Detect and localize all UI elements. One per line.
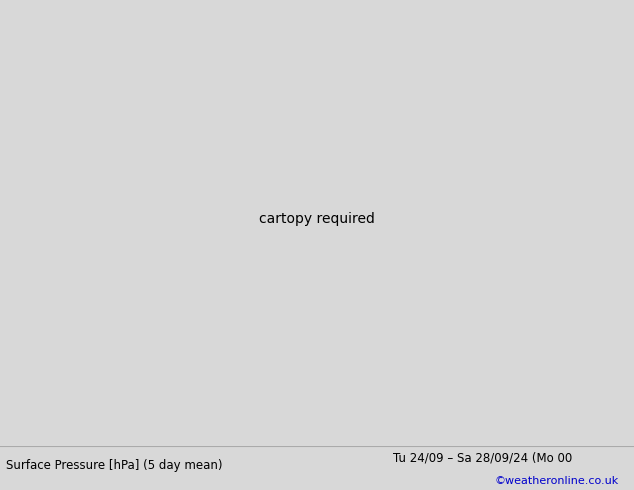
- Text: Surface Pressure [hPa] (5 day mean): Surface Pressure [hPa] (5 day mean): [6, 459, 223, 472]
- Text: cartopy required: cartopy required: [259, 212, 375, 226]
- Text: ©weatheronline.co.uk: ©weatheronline.co.uk: [495, 476, 619, 486]
- Text: Tu 24/09 – Sa 28/09/24 (Mo 00: Tu 24/09 – Sa 28/09/24 (Mo 00: [393, 452, 573, 465]
